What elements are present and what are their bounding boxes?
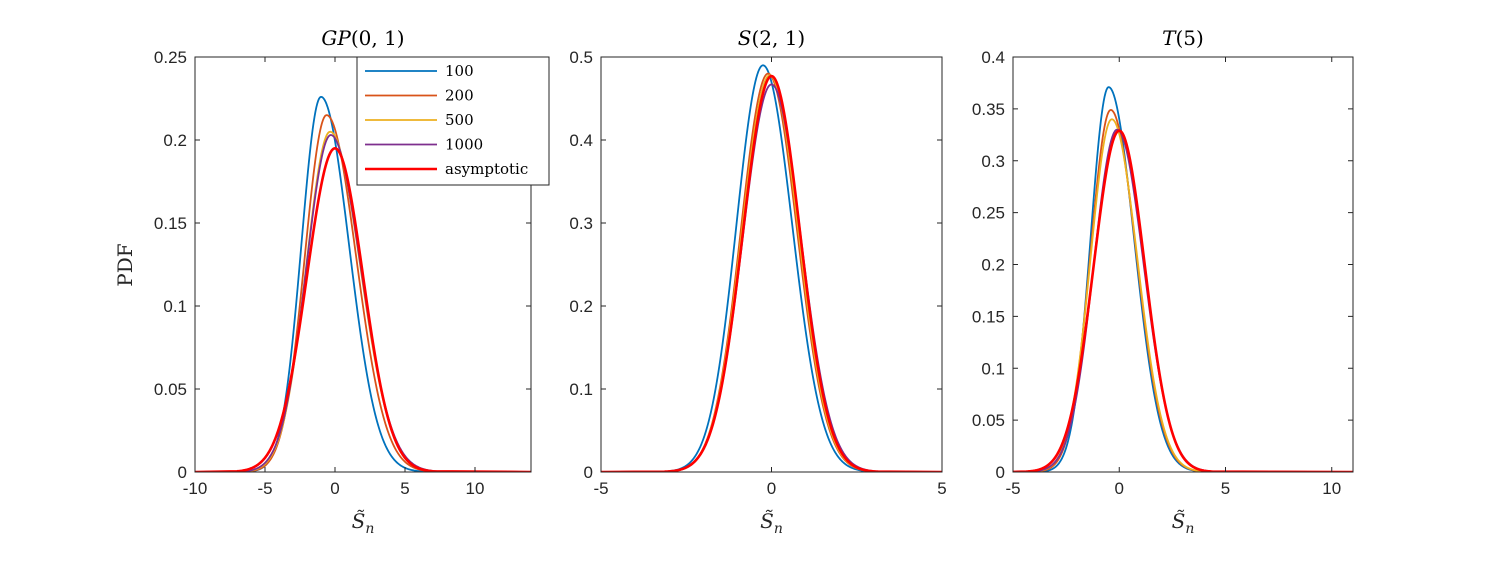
series-line-asymptotic [1013, 129, 1353, 472]
x-axis-title: S̃n [352, 509, 375, 537]
series-group [601, 64, 942, 472]
x-tick-label: 0 [1115, 479, 1124, 498]
x-axis-title: S̃n [760, 509, 783, 537]
series-group [195, 95, 531, 472]
x-axis-title: S̃n [1172, 509, 1195, 537]
x-tick-label: 10 [466, 479, 485, 498]
y-tick-label: 0.1 [569, 380, 593, 399]
legend-label-100: 100 [445, 62, 474, 80]
y-tick-label: 0.1 [981, 359, 1005, 378]
series-group [1013, 86, 1353, 472]
y-tick-label: 0.4 [569, 131, 593, 150]
panel-title: T(5) [1162, 26, 1204, 50]
series-line-100 [601, 64, 942, 472]
x-tick-label: 5 [1221, 479, 1230, 498]
y-tick-label: 0.2 [163, 131, 187, 150]
y-tick-label: 0.3 [569, 214, 593, 233]
panel-2: -5 0 500.10.20.30.40.5S(2, 1)S̃n [569, 26, 946, 537]
legend-label-500: 500 [445, 111, 474, 129]
legend: 100 200 500 1000 asymptotic [356, 56, 550, 186]
x-tick-label: -10 [183, 479, 208, 498]
legend-label-200: 200 [445, 87, 474, 105]
panel-title: GP(0, 1) [321, 26, 404, 50]
x-tick-label: 0 [330, 479, 339, 498]
y-tick-label: 0.4 [981, 48, 1005, 67]
legend-label-1000: 1000 [445, 136, 483, 154]
y-tick-label: 0.25 [154, 48, 187, 67]
y-tick-label: 0 [584, 463, 593, 482]
y-tick-label: 0.15 [154, 214, 187, 233]
y-tick-label: 0.1 [163, 297, 187, 316]
series-line-asymptotic [601, 74, 942, 472]
legend-label-asymptotic: asymptotic [445, 160, 528, 178]
x-tick-label: 10 [1322, 479, 1341, 498]
y-axis-title: PDF [113, 243, 137, 286]
series-line-asymptotic [195, 147, 531, 472]
panel-3: -5 0 5 1000.050.10.150.20.250.30.350.4T(5)S… [972, 26, 1354, 537]
y-tick-label: 0 [178, 463, 187, 482]
x-tick-label: 5 [400, 479, 409, 498]
y-tick-label: 0.05 [972, 411, 1005, 430]
y-tick-label: 0.5 [569, 48, 593, 67]
y-tick-label: 0.15 [972, 307, 1005, 326]
y-tick-label: 0.05 [154, 380, 187, 399]
y-tick-label: 0 [996, 463, 1005, 482]
x-tick-label: -5 [593, 479, 608, 498]
y-tick-label: 0.3 [981, 152, 1005, 171]
y-tick-label: 0.35 [972, 100, 1005, 119]
x-tick-label: 5 [937, 479, 946, 498]
y-tick-label: 0.2 [981, 256, 1005, 275]
y-tick-label: 0.25 [972, 204, 1005, 223]
panel-title: S(2, 1) [738, 26, 805, 50]
legend-box [356, 56, 550, 186]
series-line-100 [1013, 86, 1353, 472]
x-tick-label: -5 [257, 479, 272, 498]
x-tick-label: 0 [767, 479, 776, 498]
y-tick-label: 0.2 [569, 297, 593, 316]
x-tick-label: -5 [1005, 479, 1020, 498]
